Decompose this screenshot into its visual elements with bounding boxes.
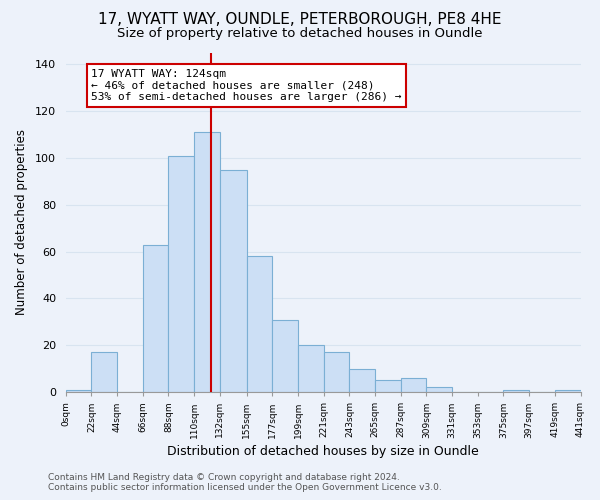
Bar: [349, 368, 375, 392]
Bar: [91, 352, 117, 392]
Bar: [298, 346, 324, 392]
Bar: [324, 352, 349, 392]
Bar: [143, 244, 169, 392]
Bar: [555, 390, 581, 392]
Bar: [375, 380, 401, 392]
Text: Contains HM Land Registry data © Crown copyright and database right 2024.
Contai: Contains HM Land Registry data © Crown c…: [48, 473, 442, 492]
X-axis label: Distribution of detached houses by size in Oundle: Distribution of detached houses by size …: [167, 444, 479, 458]
Bar: [503, 390, 529, 392]
Bar: [220, 170, 247, 392]
Y-axis label: Number of detached properties: Number of detached properties: [15, 130, 28, 316]
Bar: [66, 390, 91, 392]
Text: 17 WYATT WAY: 124sqm
← 46% of detached houses are smaller (248)
53% of semi-deta: 17 WYATT WAY: 124sqm ← 46% of detached h…: [91, 69, 402, 102]
Bar: [194, 132, 220, 392]
Text: 17, WYATT WAY, OUNDLE, PETERBOROUGH, PE8 4HE: 17, WYATT WAY, OUNDLE, PETERBOROUGH, PE8…: [98, 12, 502, 28]
Bar: [169, 156, 194, 392]
Text: Size of property relative to detached houses in Oundle: Size of property relative to detached ho…: [117, 28, 483, 40]
Bar: [427, 388, 452, 392]
Bar: [272, 320, 298, 392]
Bar: [247, 256, 272, 392]
Bar: [401, 378, 427, 392]
